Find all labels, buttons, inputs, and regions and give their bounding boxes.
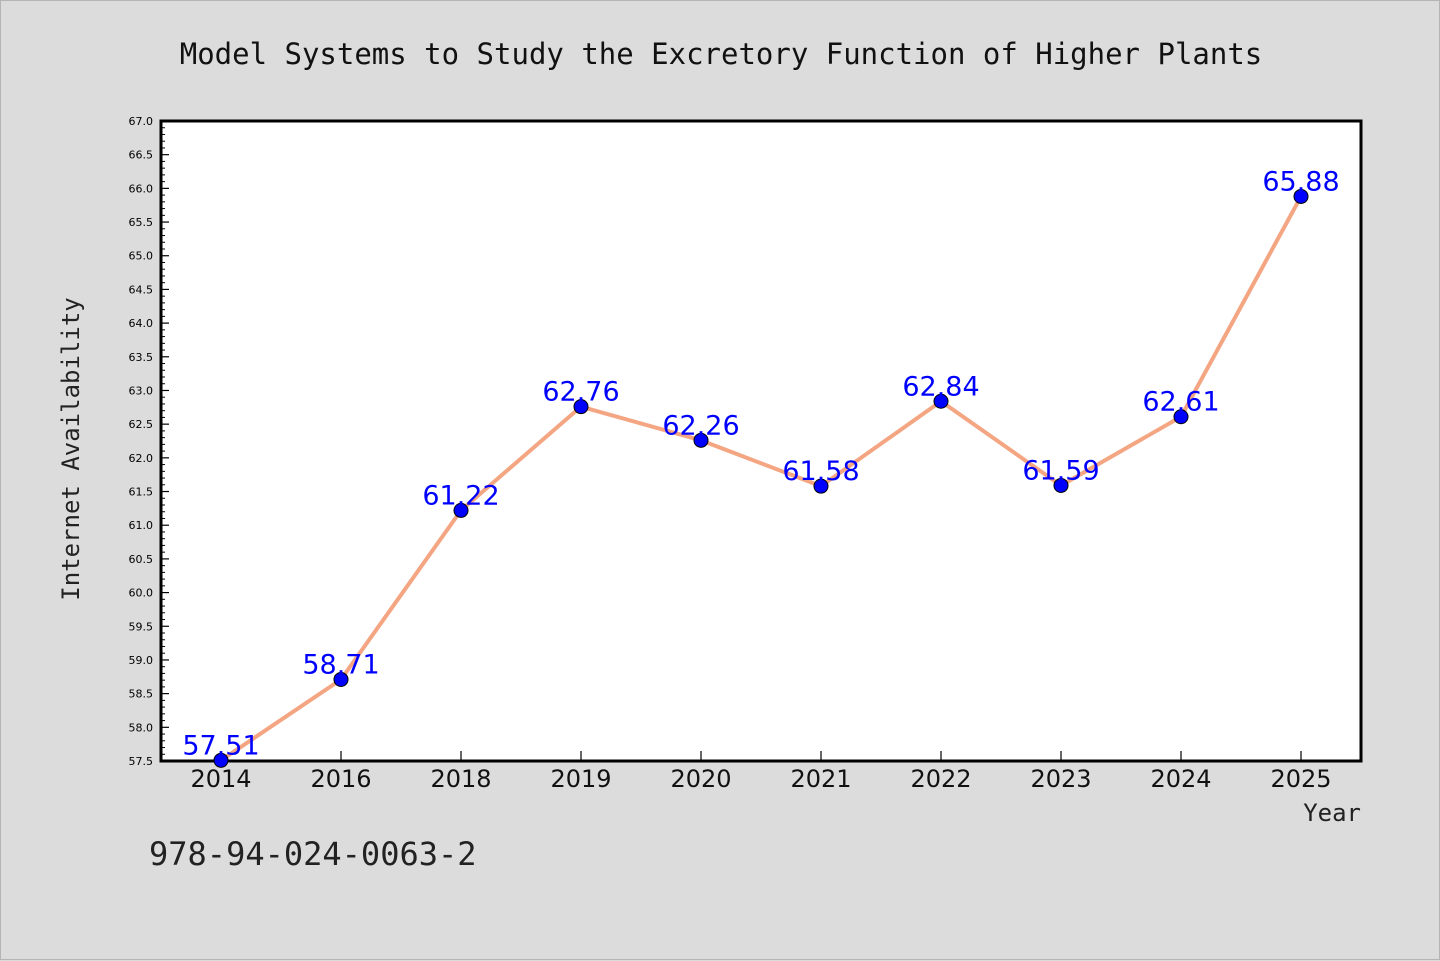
data-label: 62.76 [542, 377, 619, 408]
x-tick-label: 2020 [670, 765, 731, 793]
y-tick-label: 62.0 [129, 452, 154, 465]
y-tick-label: 63.5 [129, 351, 154, 364]
y-tick-label: 66.5 [129, 149, 154, 162]
data-label: 61.59 [1022, 455, 1099, 486]
y-tick-label: 63.0 [129, 384, 154, 397]
data-point [813, 478, 829, 494]
x-tick-label: 2021 [790, 765, 851, 793]
data-label: 58.71 [302, 649, 379, 680]
y-tick-label: 64.0 [129, 317, 154, 330]
data-label-group: 57.51 58.71 61.22 62.76 62.26 61.58 62.84 61.59… [182, 166, 1339, 761]
footer-code: 978-94-024-0063-2 [149, 835, 477, 873]
y-tick-label: 58.0 [129, 721, 154, 734]
x-tick-label: 2023 [1030, 765, 1091, 793]
data-point [1293, 188, 1309, 204]
data-label: 62.61 [1142, 387, 1219, 418]
x-tick-label: 2024 [1150, 765, 1211, 793]
data-point [573, 399, 589, 415]
data-point [453, 502, 469, 518]
x-axis-label: Year [1303, 799, 1361, 827]
y-tick-label: 61.0 [129, 519, 154, 532]
x-tick-label: 2014 [190, 765, 251, 793]
series-line [219, 194, 1303, 763]
data-label: 57.51 [182, 730, 259, 761]
data-label: 62.84 [902, 371, 979, 402]
series-group [213, 188, 1309, 768]
data-label: 61.58 [782, 456, 859, 487]
y-tick-label: 62.5 [129, 418, 154, 431]
y-tick-label: 65.0 [129, 250, 154, 263]
y-axis-label: Internet Availability [57, 297, 85, 600]
data-label: 62.26 [662, 410, 739, 441]
x-tick-label: 2022 [910, 765, 971, 793]
x-tick-label: 2019 [550, 765, 611, 793]
data-label: 65.88 [1262, 166, 1339, 197]
y-tick-label: 60.5 [129, 553, 154, 566]
y-tick-label: 58.5 [129, 688, 154, 701]
y-tick-label: 61.5 [129, 486, 154, 499]
x-tick-label: 2016 [310, 765, 371, 793]
data-point [933, 393, 949, 409]
y-axis: 57.5 58.0 58.5 59.0 59.5 60.0 60.5 61.0 61.5 62.0… [129, 115, 169, 768]
data-label: 61.22 [422, 480, 499, 511]
y-tick-label: 64.5 [129, 283, 154, 296]
x-tick-label: 2018 [430, 765, 491, 793]
data-point [1053, 477, 1069, 493]
data-point [213, 752, 229, 768]
chart-title: Model Systems to Study the Excretory Fun… [180, 37, 1263, 71]
y-tick-label: 59.5 [129, 620, 154, 633]
y-tick-label: 60.0 [129, 587, 154, 600]
data-point [333, 671, 349, 687]
x-tick-label: 2025 [1270, 765, 1331, 793]
data-point [693, 432, 709, 448]
y-tick-label: 66.0 [129, 182, 154, 195]
y-tick-label: 57.5 [129, 755, 154, 768]
y-tick-label: 59.0 [129, 654, 154, 667]
y-tick-label: 67.0 [129, 115, 154, 128]
data-point [1173, 409, 1189, 425]
y-tick-label: 65.5 [129, 216, 154, 229]
x-axis: 2014 2016 2018 2019 2020 2021 2022 2023 2024 2025 [190, 751, 1332, 793]
